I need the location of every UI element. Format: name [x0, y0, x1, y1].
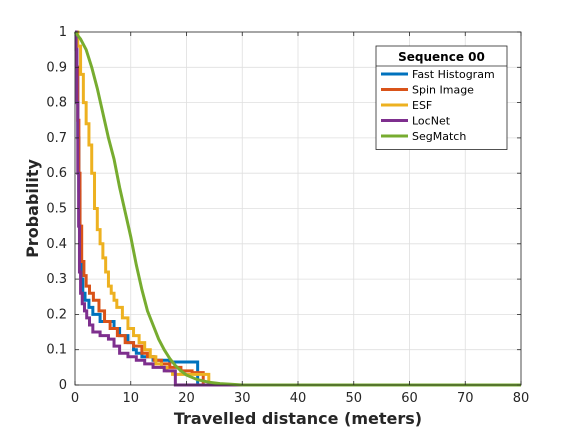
y-tick-label: 0: [59, 378, 67, 393]
x-tick-label: 80: [513, 391, 530, 406]
legend-title: Sequence 00: [398, 50, 485, 64]
y-tick-label: 1: [59, 25, 67, 40]
x-axis-label: Travelled distance (meters): [174, 409, 422, 428]
y-tick-label: 0.5: [46, 202, 67, 217]
x-tick-label: 10: [122, 391, 139, 406]
x-tick-label: 20: [178, 391, 195, 406]
series-line-segmatch: [73, 31, 521, 387]
x-tick-label: 60: [401, 391, 418, 406]
legend-label-segmatch: SegMatch: [412, 130, 466, 143]
legend-label-esf: ESF: [412, 99, 432, 112]
y-tick-label: 0.2: [46, 307, 67, 322]
x-tick-label: 50: [345, 391, 362, 406]
x-tick-label: 0: [71, 391, 79, 406]
legend-label-spin-image: Spin Image: [412, 84, 474, 97]
y-tick-label: 0.1: [46, 343, 67, 358]
y-tick-label: 0.6: [46, 166, 67, 181]
y-tick-label: 0.7: [46, 131, 67, 146]
y-tick-label: 0.3: [46, 272, 67, 287]
y-tick-label: 0.8: [46, 96, 67, 111]
y-axis-label: Probability: [23, 159, 42, 258]
legend-label-locnet: LocNet: [412, 115, 451, 128]
legend: Sequence 00 Fast Histogram Spin Image ESF L…: [375, 45, 508, 150]
series-line-locnet: [74, 30, 521, 387]
y-tick-label: 0.9: [46, 60, 67, 75]
x-tick-label: 70: [457, 391, 474, 406]
x-tick-label: 30: [234, 391, 251, 406]
legend-entries: Fast Histogram Spin Image ESF LocNet SegMatc…: [381, 68, 495, 143]
tick-layer: 0 10 20 30 40 50 60 70 80 0 0.1 0.2 0.3 0.4 0.5 0.6 0.7 0…: [46, 25, 529, 406]
x-tick-label: 40: [290, 391, 307, 406]
y-tick-label: 0.4: [46, 237, 67, 252]
legend-box: [375, 45, 508, 150]
legend-label-fast-histogram: Fast Histogram: [412, 68, 495, 81]
series-layer: [73, 30, 521, 387]
